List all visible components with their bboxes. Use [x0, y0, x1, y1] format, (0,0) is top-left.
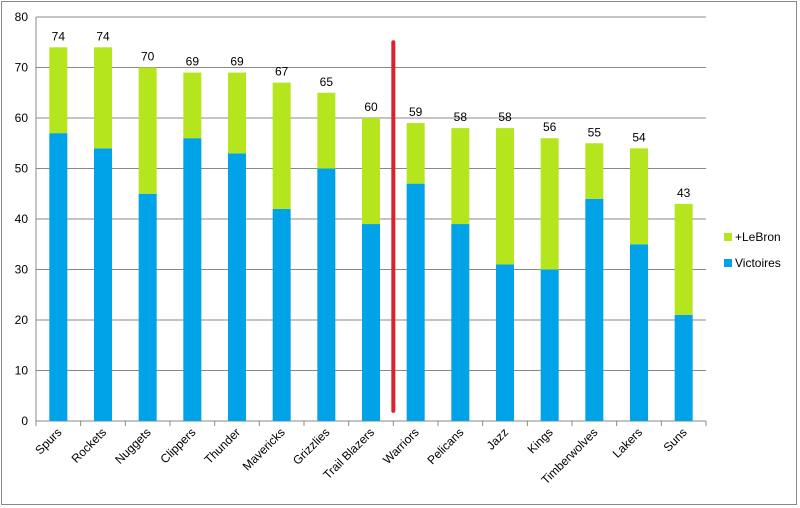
- bar-victoires: [228, 153, 246, 421]
- x-tick-label: Suns: [661, 425, 690, 454]
- bar-victoires: [138, 193, 157, 421]
- bar-lebron: [406, 123, 425, 184]
- x-tick-label: Grizzlies: [290, 425, 332, 467]
- bar-victoires: [94, 148, 112, 422]
- y-tick-label: 80: [15, 10, 29, 24]
- data-label: 69: [186, 55, 200, 69]
- x-tick-label: Pelicans: [424, 425, 466, 467]
- x-tick-label: Lakers: [610, 425, 645, 460]
- bar-lebron: [451, 128, 470, 225]
- bar-victoires: [540, 269, 559, 421]
- bar-lebron: [630, 148, 648, 245]
- bar-victoires: [451, 224, 470, 421]
- bar-lebron: [94, 47, 112, 149]
- bar-lebron: [49, 47, 68, 134]
- bar-victoires: [362, 224, 380, 421]
- x-tick-label: Mavericks: [240, 425, 288, 473]
- bar-victoires: [406, 183, 425, 421]
- bar-victoires: [496, 264, 514, 421]
- data-label: 74: [52, 29, 66, 43]
- bar-lebron: [228, 72, 246, 154]
- bar-lebron: [585, 143, 604, 199]
- data-label: 58: [498, 110, 512, 124]
- data-label: 56: [543, 120, 557, 134]
- bar-lebron: [138, 67, 157, 194]
- bar-lebron: [540, 138, 559, 270]
- x-tick-label: Jazz: [484, 425, 511, 452]
- x-tick-label: Clippers: [157, 425, 198, 466]
- data-label: 65: [320, 75, 334, 89]
- y-tick-label: 30: [15, 263, 29, 277]
- bar-victoires: [183, 138, 202, 421]
- y-tick-label: 10: [15, 364, 29, 378]
- bar-victoires: [49, 133, 68, 421]
- y-tick-label: 40: [15, 212, 29, 226]
- bar-victoires: [674, 314, 693, 421]
- bar-lebron: [317, 92, 336, 169]
- y-tick-label: 0: [21, 414, 28, 428]
- y-tick-label: 50: [15, 162, 29, 176]
- legend-label: +LeBron: [735, 230, 781, 244]
- data-label: 74: [96, 29, 110, 43]
- x-tick-label: Thunder: [202, 425, 244, 467]
- data-label: 43: [677, 186, 691, 200]
- data-label: 67: [275, 65, 289, 79]
- data-label: 69: [230, 55, 244, 69]
- legend-label: Victoires: [735, 256, 781, 270]
- bar-lebron: [674, 203, 693, 315]
- legend-swatch: [724, 259, 732, 267]
- legend-swatch: [724, 233, 732, 241]
- x-tick-label: Warriors: [380, 425, 422, 467]
- data-label: 59: [409, 105, 423, 119]
- bar-lebron: [362, 118, 380, 225]
- data-label: 60: [364, 100, 378, 114]
- y-tick-label: 70: [15, 61, 29, 75]
- bar-victoires: [585, 198, 604, 421]
- y-tick-label: 20: [15, 313, 29, 327]
- x-tick-label: Kings: [525, 425, 556, 456]
- x-tick-label: Spurs: [32, 425, 64, 457]
- data-label: 54: [632, 130, 646, 144]
- bar-victoires: [272, 208, 291, 421]
- bar-victoires: [317, 168, 336, 421]
- data-label: 55: [588, 125, 602, 139]
- bar-lebron: [496, 128, 514, 265]
- bar-lebron: [183, 72, 202, 139]
- x-tick-label: Nuggets: [112, 425, 154, 467]
- bar-victoires: [630, 244, 648, 421]
- data-label: 70: [141, 50, 155, 64]
- y-tick-label: 60: [15, 111, 29, 125]
- data-label: 58: [454, 110, 468, 124]
- bar-lebron: [272, 82, 291, 209]
- x-tick-label: Rockets: [69, 425, 110, 466]
